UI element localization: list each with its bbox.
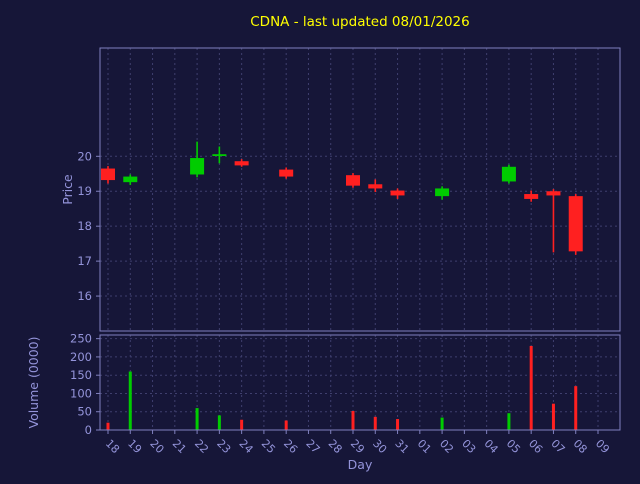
volume-bar bbox=[240, 419, 244, 430]
volume-bar bbox=[507, 413, 511, 430]
volume-bar bbox=[551, 403, 555, 430]
volume-bar bbox=[529, 345, 533, 430]
volume-bar bbox=[284, 420, 288, 430]
candle-body bbox=[368, 184, 383, 189]
price-tick-label: 16 bbox=[77, 289, 92, 303]
price-tick-label: 18 bbox=[77, 219, 92, 233]
gridlines-layer bbox=[100, 48, 620, 431]
volume-bar bbox=[195, 408, 199, 430]
candle-body bbox=[190, 158, 205, 175]
candle-body bbox=[123, 176, 138, 183]
volume-tick-label: 50 bbox=[77, 405, 92, 419]
volume-bar bbox=[217, 415, 221, 430]
candle-body bbox=[435, 188, 450, 197]
candle-body bbox=[390, 190, 405, 196]
candle-body bbox=[279, 169, 294, 177]
candle-body bbox=[212, 154, 227, 157]
candle-body bbox=[101, 168, 115, 181]
price-tick-label: 20 bbox=[77, 149, 92, 163]
volume-tick-label: 150 bbox=[70, 368, 92, 382]
volume-bar bbox=[373, 416, 377, 430]
volume-bar bbox=[128, 371, 132, 430]
volume-bar bbox=[574, 386, 578, 430]
volume-bar bbox=[396, 419, 400, 430]
volume-tick-label: 100 bbox=[70, 386, 92, 400]
candle-body bbox=[501, 166, 516, 182]
volume-bar bbox=[106, 422, 110, 430]
candle-body bbox=[546, 191, 561, 196]
volume-tick-label: 250 bbox=[70, 332, 92, 346]
tick-labels-layer: 18 19 20 21 22 23 24 25 26 27 28 29 30 31 01 02 03 04 05 06… bbox=[70, 149, 612, 456]
volume-bar bbox=[351, 411, 355, 430]
price-tick-label: 17 bbox=[77, 254, 92, 268]
candles-and-volume-layer bbox=[101, 141, 583, 430]
price-tick-label: 19 bbox=[77, 184, 92, 198]
candle-body bbox=[568, 196, 583, 252]
price-axis-label: Price bbox=[60, 174, 75, 205]
volume-tick-label: 0 bbox=[85, 423, 92, 437]
volume-bar bbox=[440, 417, 444, 430]
candle-body bbox=[524, 194, 539, 199]
volume-tick-label: 200 bbox=[70, 350, 92, 364]
candle-body bbox=[234, 161, 249, 166]
axes-frame-layer bbox=[96, 47, 621, 434]
day-axis-label: Day bbox=[348, 457, 373, 472]
chart-title: CDNA - last updated 08/01/2026 bbox=[250, 14, 470, 30]
candle-body bbox=[346, 175, 360, 186]
volume-axis-label: Volume (0000) bbox=[26, 336, 41, 428]
